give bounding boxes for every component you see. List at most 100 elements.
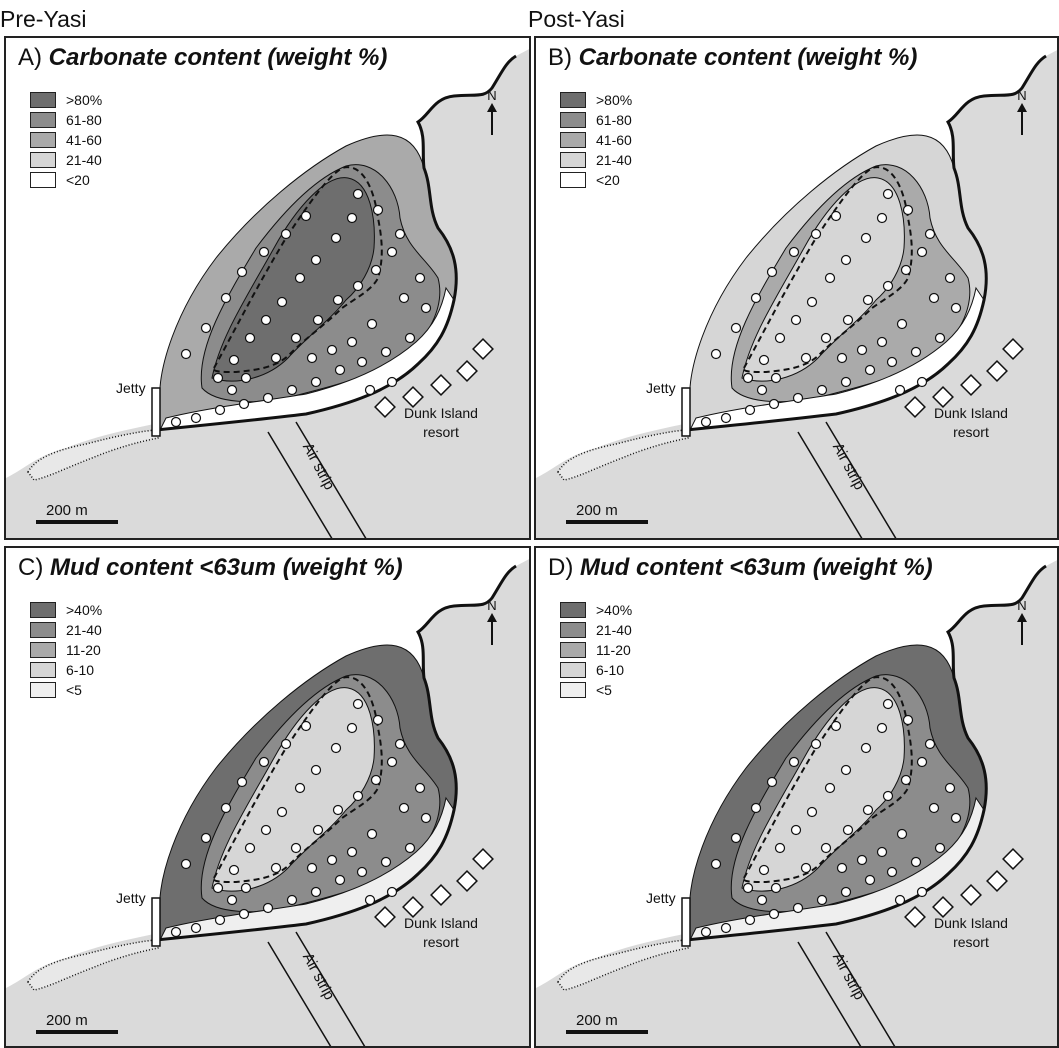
sample-point: [220, 292, 232, 304]
sample-point: [830, 720, 842, 732]
sample-point: [386, 376, 398, 388]
sample-point: [212, 372, 224, 384]
panel-name: Mud content <63um (weight %): [50, 554, 403, 581]
shoreline: [155, 564, 517, 942]
sample-point: [380, 346, 392, 358]
map-figure: [6, 49, 529, 538]
sample-point: [790, 314, 802, 326]
legend-swatch: [30, 662, 56, 678]
sample-point: [934, 332, 946, 344]
map-panel-d: D) Mud content <63um (weight %) >40% 21-4…: [534, 546, 1059, 1048]
sample-point: [886, 866, 898, 878]
panel-letter: D): [548, 554, 574, 581]
sample-point: [420, 812, 432, 824]
sample-point: [806, 806, 818, 818]
legend-item: >40%: [30, 600, 102, 620]
sample-point: [944, 782, 956, 794]
map-figure: [6, 559, 529, 1046]
panel-title: B) Carbonate content (weight %): [548, 44, 917, 72]
sample-point: [894, 894, 906, 906]
jetty: [681, 897, 691, 947]
north-label: N: [487, 598, 497, 613]
resort-buildings: [904, 338, 1024, 418]
shoreline: [685, 54, 1047, 432]
sample-point: [270, 352, 282, 364]
scale-bar: 200 m: [36, 502, 118, 524]
sample-point: [744, 404, 756, 416]
legend-swatch: [30, 682, 56, 698]
legend-swatch: [560, 662, 586, 678]
resort-label-line2: resort: [953, 424, 989, 440]
legend-item: 61-80: [560, 110, 632, 130]
north-arrow-icon: [484, 103, 500, 135]
legend: >40% 21-40 11-20 6-10 <5: [560, 600, 632, 700]
sample-point: [910, 346, 922, 358]
sample-point: [758, 354, 770, 366]
shoreline: [685, 564, 1047, 942]
sample-point: [262, 902, 274, 914]
sample-point: [916, 246, 928, 258]
sample-point: [290, 842, 302, 854]
sample-point: [280, 228, 292, 240]
sample-point: [876, 722, 888, 734]
sample-point: [902, 204, 914, 216]
sample-point: [730, 832, 742, 844]
panel-letter: C): [18, 554, 44, 581]
legend-label: 21-40: [596, 622, 632, 638]
sample-point: [238, 398, 250, 410]
sample-point: [774, 842, 786, 854]
dashed-boundary: [742, 166, 913, 374]
sample-point: [840, 886, 852, 898]
sample-point: [364, 384, 376, 396]
resort-label-line1: Dunk Island: [934, 405, 1008, 421]
sample-point: [404, 842, 416, 854]
legend-item: <20: [30, 170, 102, 190]
legend-swatch: [560, 152, 586, 168]
jetty: [151, 897, 161, 947]
sample-point: [876, 212, 888, 224]
legend-swatch: [560, 132, 586, 148]
sample-point: [710, 858, 722, 870]
dashed-boundary: [212, 166, 383, 374]
sample-point: [414, 272, 426, 284]
sample-point: [380, 856, 392, 868]
legend-item: 21-40: [560, 620, 632, 640]
legend-label: 61-80: [66, 112, 102, 128]
legend-swatch: [30, 152, 56, 168]
scale-bar-line: [36, 1030, 118, 1034]
sample-point: [820, 842, 832, 854]
legend-label: >40%: [596, 602, 633, 618]
sample-point: [900, 264, 912, 276]
scale-label: 200 m: [576, 1012, 618, 1029]
legend-swatch: [560, 642, 586, 658]
sample-point: [262, 392, 274, 404]
sample-point: [326, 344, 338, 356]
sample-point: [244, 842, 256, 854]
sample-point: [236, 776, 248, 788]
sample-point: [886, 356, 898, 368]
legend-item: 21-40: [30, 620, 102, 640]
sample-point: [420, 302, 432, 314]
sample-point: [352, 790, 364, 802]
sample-point: [950, 302, 962, 314]
legend-swatch: [560, 112, 586, 128]
panel-name: Mud content <63um (weight %): [580, 554, 933, 581]
jetty-label: Jetty: [646, 890, 676, 906]
sample-point: [902, 714, 914, 726]
legend-item: >40%: [560, 600, 632, 620]
sample-point: [300, 720, 312, 732]
sample-point: [364, 894, 376, 906]
sample-point: [928, 292, 940, 304]
sample-point: [352, 188, 364, 200]
panel-letter: B): [548, 44, 572, 71]
sample-point: [770, 882, 782, 894]
legend-item: 6-10: [30, 660, 102, 680]
sample-point: [820, 332, 832, 344]
legend-swatch: [30, 112, 56, 128]
sample-point: [774, 332, 786, 344]
resort-label-line2: resort: [423, 424, 459, 440]
legend: >80% 61-80 41-60 21-40 <20: [30, 90, 102, 190]
sample-point: [372, 714, 384, 726]
sample-point: [170, 926, 182, 938]
sample-point: [882, 790, 894, 802]
